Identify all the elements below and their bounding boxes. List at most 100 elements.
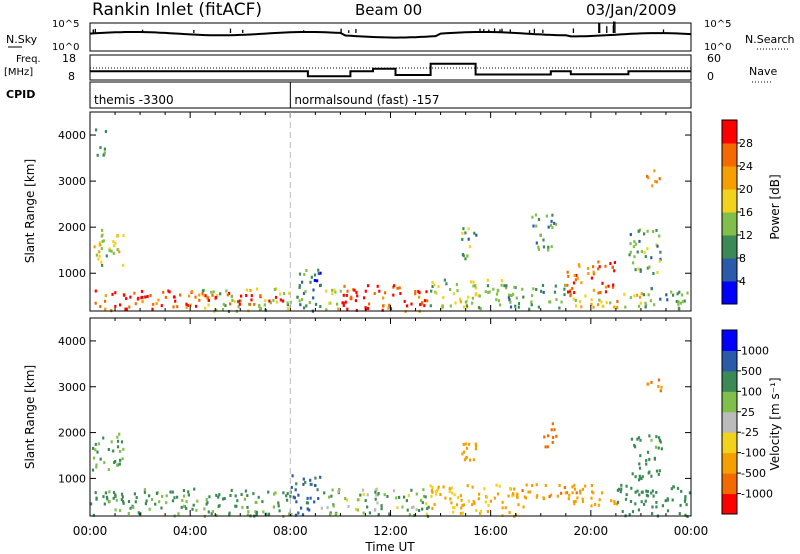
heatmap-cell xyxy=(581,497,584,501)
heatmap-cell xyxy=(154,502,157,506)
heatmap-cell xyxy=(236,300,240,304)
heatmap-cell xyxy=(453,493,456,497)
heatmap-cell xyxy=(180,505,183,509)
heatmap-cell xyxy=(426,507,429,510)
heatmap-cell xyxy=(656,244,659,248)
freq-tick-bottom: 8 xyxy=(68,70,75,83)
heatmap-cell xyxy=(620,483,623,487)
heatmap-cell xyxy=(430,494,433,498)
heatmap-cell xyxy=(537,305,540,309)
heatmap-cell xyxy=(225,289,228,293)
heatmap-cell xyxy=(554,284,557,288)
heatmap-cell xyxy=(547,245,550,249)
heatmap-cell xyxy=(486,278,489,282)
heatmap-cell xyxy=(94,442,97,446)
heatmap-cell xyxy=(571,485,574,489)
heatmap-cell xyxy=(95,463,98,467)
heatmap-cell xyxy=(464,456,467,460)
heatmap-cell xyxy=(205,498,208,501)
heatmap-cell xyxy=(551,422,554,426)
heatmap-cell xyxy=(656,271,659,274)
heatmap-cell xyxy=(563,293,566,297)
heatmap-cell xyxy=(114,493,117,497)
heatmap-cell xyxy=(477,497,480,501)
heatmap-cell xyxy=(223,497,226,500)
heatmap-cell xyxy=(305,269,308,272)
heatmap-cell xyxy=(575,273,578,277)
power-panel: 1000 2000 3000 4000 Slant Range [km] 4 8 12 16… xyxy=(23,111,782,314)
heatmap-cell xyxy=(572,281,576,285)
heatmap-cell xyxy=(551,213,554,217)
heatmap-cell xyxy=(407,494,410,498)
velocity-frame xyxy=(89,317,692,517)
heatmap-cell xyxy=(337,490,340,494)
heatmap-cell xyxy=(547,225,550,229)
heatmap-cell xyxy=(512,292,515,296)
heatmap-cell xyxy=(621,510,624,513)
y-tick-label: 2000 xyxy=(58,221,86,234)
colorbar-tick-label: -1000 xyxy=(741,488,773,501)
heatmap-cell xyxy=(625,484,628,488)
heatmap-cell xyxy=(102,239,105,243)
heatmap-cell xyxy=(598,498,601,502)
heatmap-cell xyxy=(570,292,573,296)
heatmap-cell xyxy=(597,291,600,295)
heatmap-cell xyxy=(616,300,619,303)
heatmap-cell xyxy=(125,307,128,311)
heatmap-cell xyxy=(638,228,642,232)
heatmap-cell xyxy=(286,301,289,305)
heatmap-cell xyxy=(574,278,577,282)
cpid-segment-label: themis -3300 xyxy=(94,93,174,107)
heatmap-cell xyxy=(637,436,641,440)
heatmap-cell xyxy=(128,305,131,309)
heatmap-cell xyxy=(467,295,470,299)
heatmap-cell xyxy=(545,214,548,218)
heatmap-cell xyxy=(613,305,616,309)
heatmap-cell xyxy=(193,487,196,491)
heatmap-cell xyxy=(644,301,647,305)
heatmap-cell xyxy=(637,229,640,233)
heatmap-cell xyxy=(579,489,582,493)
heatmap-cell xyxy=(249,289,252,292)
heatmap-cell xyxy=(488,290,491,294)
heatmap-cell xyxy=(344,497,347,501)
heatmap-cell xyxy=(524,496,527,500)
heatmap-cell xyxy=(551,441,554,444)
heatmap-cell xyxy=(408,513,411,517)
heatmap-cell xyxy=(202,293,205,297)
heatmap-cell xyxy=(141,299,144,303)
heatmap-cell xyxy=(659,297,662,301)
heatmap-cell xyxy=(474,447,477,451)
heatmap-cell xyxy=(628,513,631,517)
heatmap-cell xyxy=(169,490,172,494)
colorbar-swatch xyxy=(722,120,737,144)
heatmap-cell xyxy=(638,466,642,470)
heatmap-cell xyxy=(356,294,359,298)
heatmap-cell xyxy=(511,494,514,498)
heatmap-cell xyxy=(190,289,194,293)
heatmap-cell xyxy=(531,294,534,298)
heatmap-cell xyxy=(151,307,154,311)
heatmap-cell xyxy=(215,493,218,497)
heatmap-cell xyxy=(297,511,300,515)
heatmap-cell xyxy=(676,486,680,490)
heatmap-cell xyxy=(323,491,326,495)
heatmap-cell xyxy=(652,272,655,275)
heatmap-cell xyxy=(172,305,175,309)
heatmap-cell xyxy=(140,289,144,293)
heatmap-cell xyxy=(123,293,126,297)
heatmap-cell xyxy=(102,495,105,499)
heatmap-cell xyxy=(346,307,349,311)
heatmap-cell xyxy=(316,279,319,283)
heatmap-cell xyxy=(550,219,553,223)
heatmap-cell xyxy=(245,294,248,297)
heatmap-cell xyxy=(581,500,585,504)
heatmap-cell xyxy=(101,263,104,267)
heatmap-cell xyxy=(100,234,103,238)
heatmap-cell xyxy=(301,298,304,301)
heatmap-cell xyxy=(274,491,277,495)
heatmap-cell xyxy=(549,493,553,497)
heatmap-cell xyxy=(484,500,487,504)
heatmap-cell xyxy=(425,290,428,294)
heatmap-cell xyxy=(569,294,572,298)
